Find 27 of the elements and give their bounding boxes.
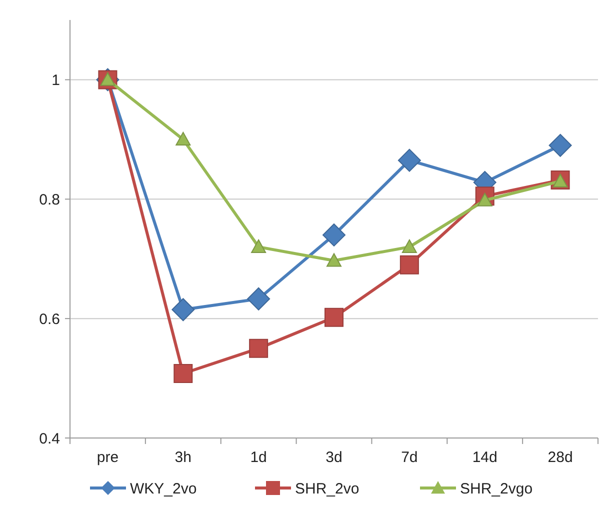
x-tick-label: pre — [96, 449, 119, 466]
point — [324, 308, 344, 327]
point — [402, 239, 417, 254]
point — [249, 338, 268, 358]
point — [247, 287, 270, 310]
x-tick-label: 3d — [326, 449, 342, 466]
point — [548, 134, 572, 157]
y-tick-label: 0.6 — [39, 310, 60, 328]
y-tick-label: 0.8 — [39, 191, 60, 208]
x-tick-label: 1d — [250, 449, 267, 466]
point — [172, 298, 195, 322]
legend-label: SHR_2vgo — [460, 480, 533, 498]
y-tick-label: 1 — [52, 72, 60, 89]
point — [322, 223, 346, 246]
point — [251, 239, 266, 254]
legend-label: WKY_2vo — [130, 480, 197, 498]
x-tick-label: 28d — [548, 449, 573, 466]
point — [398, 148, 421, 172]
x-tick-label: 3h — [174, 449, 192, 466]
point — [174, 364, 193, 384]
point — [400, 255, 419, 274]
point — [326, 253, 342, 267]
x-tick-label: 14d — [472, 449, 498, 466]
point — [176, 132, 191, 146]
x-tick-label: 7d — [401, 449, 418, 466]
y-tick-label: 0.4 — [39, 430, 60, 448]
legend-label: SHR_2vo — [295, 480, 360, 498]
